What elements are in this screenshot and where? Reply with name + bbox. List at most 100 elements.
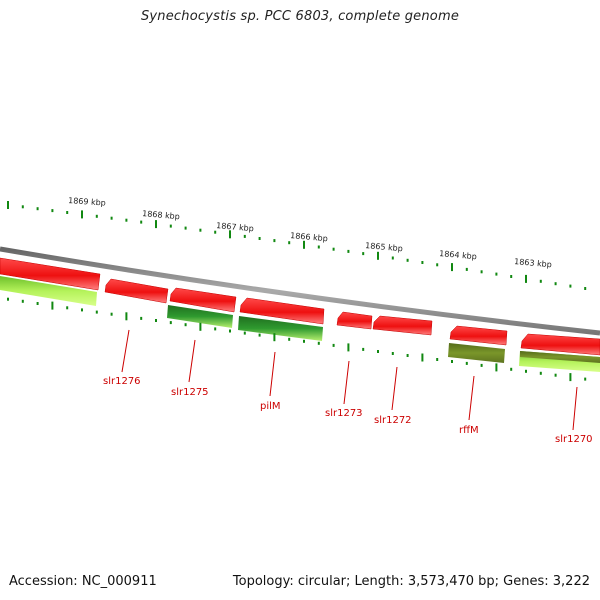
gene-arrow-pilM[interactable] xyxy=(239,297,325,325)
gene-arrow-slr1270[interactable] xyxy=(520,333,600,356)
kbp-label-1863: 1863 kbp xyxy=(514,257,552,269)
upper-minor-tick xyxy=(465,267,468,271)
gene-arrow-slr1276[interactable] xyxy=(104,278,169,304)
lower-minor-tick xyxy=(391,352,394,355)
leader-line-rffM xyxy=(468,375,475,421)
kbp-label-1865: 1865 kbp xyxy=(365,241,403,253)
lower-minor-tick xyxy=(243,331,246,335)
lower-minor-tick xyxy=(258,333,261,337)
lower-major-tick xyxy=(51,301,54,310)
gene-arrow-slr1272[interactable] xyxy=(372,315,433,336)
leader-line-slr1272 xyxy=(391,366,398,411)
upper-minor-tick xyxy=(125,218,128,222)
gene-arrows xyxy=(0,257,600,356)
upper-minor-tick xyxy=(584,287,587,290)
upper-minor-tick xyxy=(258,237,261,240)
lower-major-tick xyxy=(569,373,572,382)
lower-minor-tick xyxy=(95,310,98,314)
lower-minor-tick xyxy=(66,306,69,310)
gene-label-slr1270[interactable]: slr1270 xyxy=(555,434,593,445)
lower-minor-tick xyxy=(81,308,83,312)
upper-minor-tick xyxy=(169,224,172,228)
lower-minor-tick xyxy=(110,312,113,316)
lower-minor-tick xyxy=(406,354,409,357)
upper-major-tick xyxy=(451,263,453,272)
upper-minor-tick xyxy=(480,270,483,274)
upper-major-tick xyxy=(303,240,305,249)
gene-label-slr1276[interactable]: slr1276 xyxy=(103,376,141,387)
leader-line-slr1270 xyxy=(572,386,578,431)
lower-minor-tick xyxy=(7,297,9,301)
lower-major-tick xyxy=(347,343,350,352)
gene-label-slr1273[interactable]: slr1273 xyxy=(325,408,363,419)
kbp-label-1867: 1867 kbp xyxy=(216,221,254,233)
upper-minor-tick xyxy=(21,205,24,209)
upper-minor-tick xyxy=(347,249,350,253)
lower-minor-tick xyxy=(169,321,172,325)
upper-major-tick xyxy=(525,274,527,283)
lower-minor-tick xyxy=(332,343,335,347)
feature-bar-slr1275[interactable] xyxy=(167,305,233,328)
upper-minor-tick xyxy=(421,261,424,264)
upper-major-tick xyxy=(377,251,379,260)
kbp-label-1869: 1869 kbp xyxy=(68,196,106,208)
lower-minor-tick xyxy=(214,327,217,331)
lower-minor-tick xyxy=(584,377,587,381)
upper-minor-tick xyxy=(495,272,498,276)
upper-minor-tick xyxy=(95,214,98,218)
gene-arrow-slr1275[interactable] xyxy=(169,287,237,313)
leader-line-slr1273 xyxy=(343,360,350,405)
lower-minor-tick xyxy=(436,358,439,361)
lower-minor-tick xyxy=(140,316,143,320)
leader-line-slr1275 xyxy=(188,339,196,383)
leader-line-pilM xyxy=(269,351,276,397)
upper-minor-tick xyxy=(391,256,394,260)
feature-bar-light[interactable] xyxy=(0,276,97,306)
gene-label-slr1275[interactable]: slr1275 xyxy=(171,387,209,398)
leader-line-slr1276 xyxy=(121,329,130,373)
lower-major-tick xyxy=(495,363,498,372)
gene-label-pilM[interactable]: pilM xyxy=(260,401,281,412)
upper-major-tick xyxy=(81,210,83,219)
feature-bar-pilM[interactable] xyxy=(238,316,323,341)
upper-minor-tick xyxy=(184,226,187,230)
upper-minor-tick xyxy=(36,207,39,211)
lower-minor-tick xyxy=(539,371,542,375)
lower-major-tick xyxy=(125,312,128,321)
gene-label-rffM[interactable]: rffM xyxy=(459,425,479,436)
genome-summary-text: Topology: circular; Length: 3,573,470 bp… xyxy=(232,574,590,589)
lower-minor-tick xyxy=(288,337,291,341)
upper-minor-tick xyxy=(110,216,113,220)
gene-label-slr1272[interactable]: slr1272 xyxy=(374,415,412,426)
feature-bars xyxy=(0,276,600,372)
upper-minor-tick xyxy=(406,258,409,262)
lower-minor-tick xyxy=(510,367,513,371)
gene-arrow[interactable] xyxy=(0,257,101,291)
lower-minor-tick xyxy=(465,361,468,365)
upper-minor-tick xyxy=(332,247,335,251)
upper-minor-tick xyxy=(436,263,439,267)
feature-bar-rffM[interactable] xyxy=(448,343,505,363)
lower-major-tick xyxy=(199,322,202,331)
upper-minor-tick xyxy=(51,209,54,213)
upper-minor-tick xyxy=(539,279,542,283)
upper-minor-tick xyxy=(214,230,217,234)
lower-minor-tick xyxy=(480,363,483,367)
lower-minor-tick xyxy=(36,302,39,305)
upper-tick-marks xyxy=(7,201,587,290)
lower-minor-tick xyxy=(451,360,453,363)
gene-arrow-rffM[interactable] xyxy=(449,325,508,346)
kbp-label-1866: 1866 kbp xyxy=(290,231,328,243)
upper-minor-tick xyxy=(288,241,291,245)
kbp-label-1868: 1868 kbp xyxy=(142,209,180,221)
upper-major-tick xyxy=(7,201,9,209)
gene-arrow-slr1273[interactable] xyxy=(336,311,373,330)
upper-minor-tick xyxy=(362,252,365,256)
lower-minor-tick xyxy=(229,329,231,333)
upper-minor-tick xyxy=(569,284,572,288)
accession-text: Accession: NC_000911 xyxy=(9,574,157,589)
kbp-label-1864: 1864 kbp xyxy=(439,249,477,261)
lower-tick-marks xyxy=(7,297,587,382)
genome-backbone xyxy=(0,246,600,336)
